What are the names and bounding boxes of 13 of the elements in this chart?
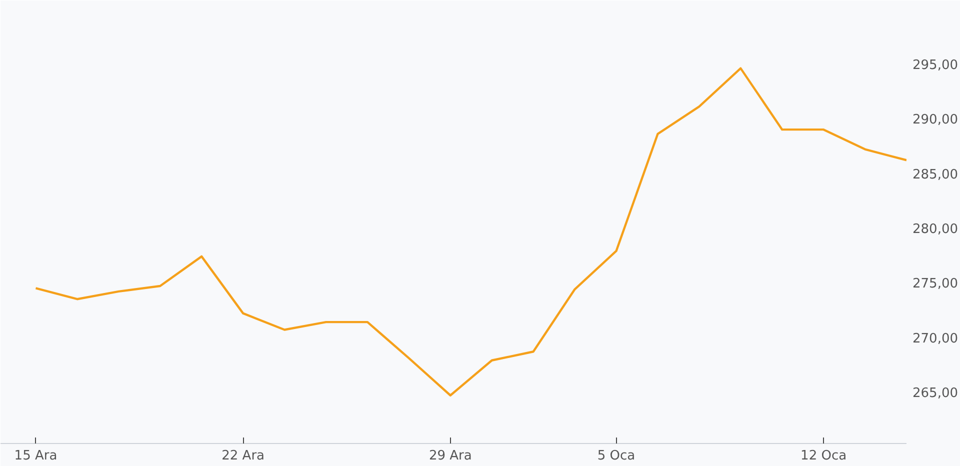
x-tick-label: 12 Oca (800, 448, 847, 464)
y-tick-label: 280,00 (912, 222, 958, 238)
y-tick-label: 265,00 (912, 386, 958, 402)
y-tick-label: 275,00 (912, 276, 958, 292)
x-tick-label: 15 Ara (14, 448, 58, 464)
y-tick-label: 285,00 (912, 167, 958, 182)
x-tick-label: 29 Ara (428, 448, 472, 464)
x-tick-label: 22 Ara (222, 448, 265, 464)
y-tick-label: 270,00 (912, 331, 958, 346)
y-tick-label: 295,00 (912, 58, 958, 73)
y-tick-label: 290,00 (912, 112, 958, 128)
line-series (34, 67, 906, 396)
x-tick-label: 5 Oca (597, 448, 636, 464)
